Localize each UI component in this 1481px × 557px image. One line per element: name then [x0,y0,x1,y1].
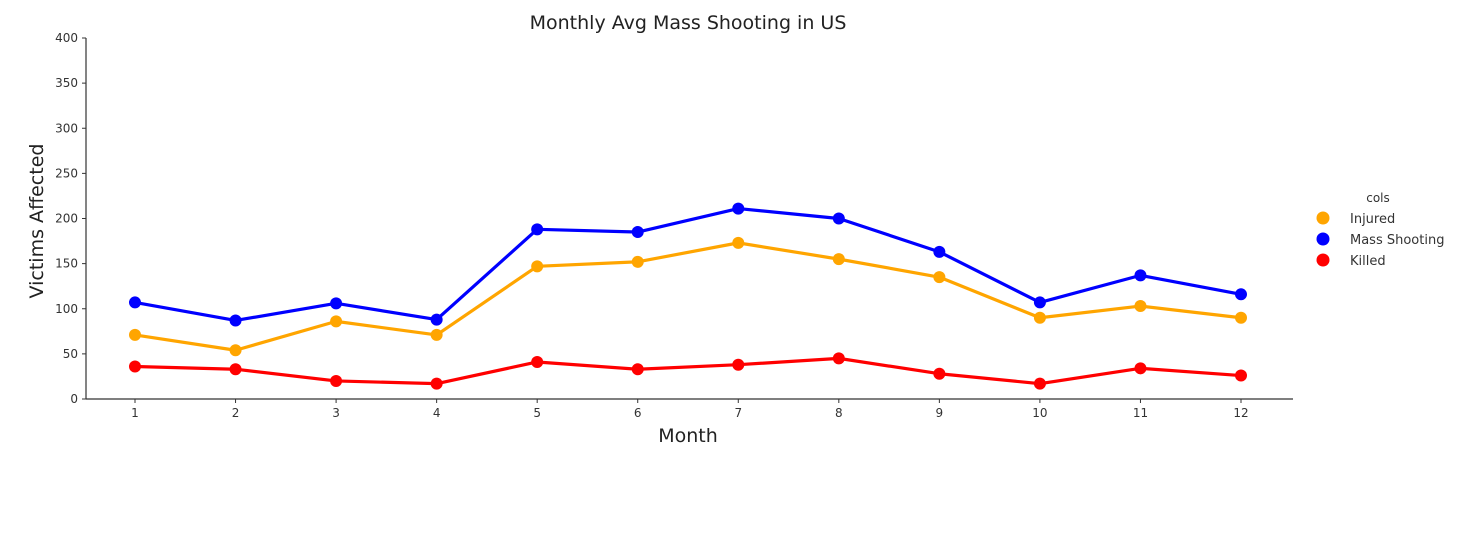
point-injured [430,328,443,341]
legend-label-injured: Injured [1350,212,1395,227]
point-mass-shooting [1235,288,1247,301]
x-tick-label: 7 [734,406,742,420]
point-mass-shooting [732,202,745,215]
y-tick-label: 50 [63,347,78,361]
series-line-killed [134,356,1242,386]
legend-label-mass-shooting: Mass Shooting [1350,233,1444,248]
point-mass-shooting [1033,296,1046,309]
point-injured [1235,311,1247,324]
x-axis-title: Month [658,425,718,447]
series-line-injured [134,241,1242,352]
point-injured [531,260,544,273]
point-mass-shooting [330,297,343,310]
point-killed [832,352,845,365]
point-killed [531,355,544,368]
point-killed [1134,362,1147,375]
series-killed [129,352,1247,390]
y-axis-title: Victims Affected [26,144,48,299]
y-tick-label: 0 [70,392,78,406]
x-tick-label: 3 [332,406,340,420]
x-tick-label: 9 [936,406,944,420]
legend: cols Injured Mass Shooting Killed [1316,191,1444,269]
y-tick-label: 150 [55,257,78,271]
series-line-mass-shooting [134,206,1242,323]
point-injured [832,253,845,266]
point-killed [229,363,242,376]
x-tick-label: 2 [232,406,240,420]
point-mass-shooting [129,296,141,309]
y-ticks: 0 50 100 150 200 250 300 350 400 [55,31,86,406]
x-tick-label: 8 [835,406,843,420]
y-tick-label: 100 [55,302,78,316]
y-tick-label: 250 [55,166,78,180]
point-mass-shooting [631,226,644,239]
point-mass-shooting [832,212,845,225]
point-killed [129,360,141,373]
point-killed [1235,369,1247,382]
x-tick-label: 6 [634,406,642,420]
legend-marker-killed [1316,253,1330,267]
point-injured [631,255,644,268]
y-tick-label: 350 [55,76,78,90]
point-killed [933,367,946,380]
legend-title: cols [1366,191,1390,205]
point-killed [330,374,343,387]
point-injured [732,236,745,249]
point-mass-shooting [229,314,242,327]
legend-marker-mass-shooting [1316,232,1330,246]
x-tick-label: 11 [1133,406,1148,420]
point-killed [631,363,644,376]
y-tick-label: 200 [55,212,78,226]
x-tick-label: 12 [1233,406,1248,420]
series-mass-shooting [129,202,1247,327]
point-injured [330,315,343,328]
x-tick-label: 5 [533,406,541,420]
x-tick-label: 10 [1032,406,1047,420]
point-killed [430,377,443,390]
point-killed [732,358,745,371]
x-tick-label: 1 [131,406,139,420]
point-injured [933,271,946,284]
x-ticks: 1 2 3 4 5 6 7 8 9 10 11 12 [131,399,1249,420]
y-tick-label: 300 [55,121,78,135]
point-mass-shooting [1134,269,1147,282]
chart-title: Monthly Avg Mass Shooting in US [530,12,847,34]
series-layer [129,202,1247,390]
point-mass-shooting [531,223,544,236]
point-injured [229,344,242,357]
point-mass-shooting [430,313,443,326]
legend-label-killed: Killed [1350,254,1386,269]
x-tick-label: 4 [433,406,441,420]
point-mass-shooting [933,245,946,258]
point-killed [1033,377,1046,390]
series-injured [129,236,1247,357]
y-tick-label: 400 [55,31,78,45]
point-injured [1134,300,1147,313]
legend-marker-injured [1316,211,1330,225]
point-injured [129,328,141,341]
point-injured [1033,311,1046,324]
